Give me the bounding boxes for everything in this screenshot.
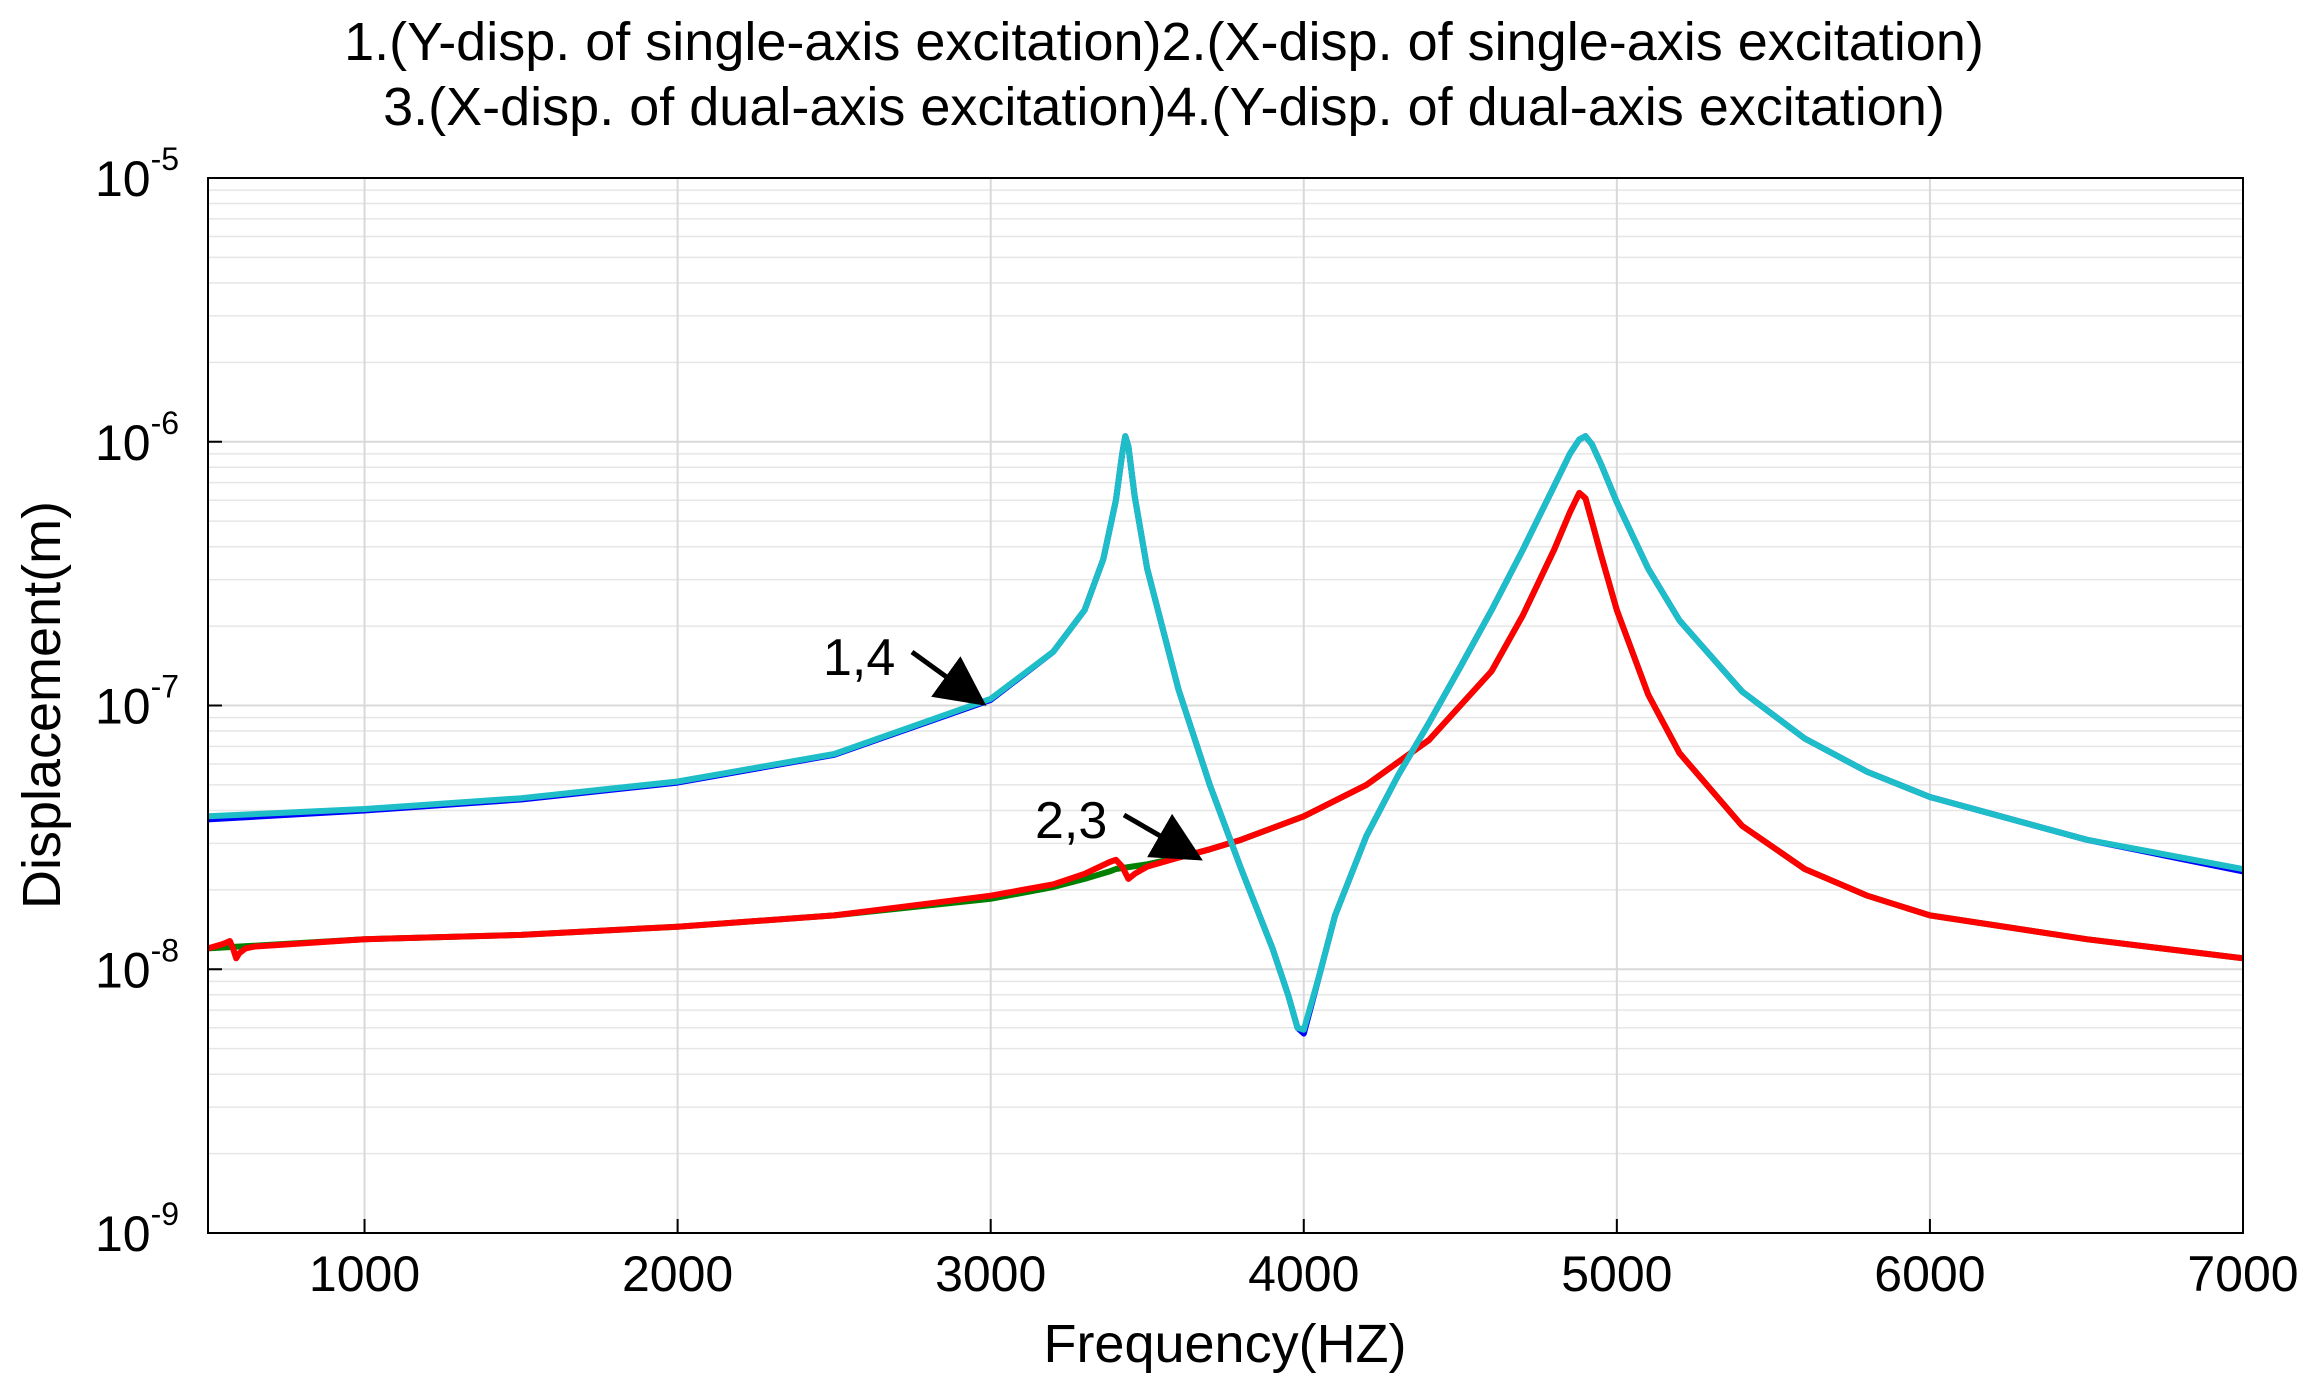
y-tick-label: 10-7 <box>95 669 179 735</box>
annotation-arrow-1-4 <box>910 649 987 706</box>
chart-title-line-2: 3.(X-disp. of dual-axis excitation)4.(Y-… <box>383 77 1945 137</box>
chart-title-line-1: 1.(Y-disp. of single-axis excitation)2.(… <box>344 12 1984 72</box>
annotation-arrow-2-3 <box>1122 812 1203 861</box>
y-axis-ticks: 10-5 10-6 10-7 10-8 10-9 <box>95 141 222 1262</box>
x-tick-label: 6000 <box>1874 1246 1985 1302</box>
x-axis-label: Frequency(HZ) <box>1043 1314 1406 1374</box>
annotation-2-3: 2,3 <box>1035 792 1203 861</box>
x-tick-label: 3000 <box>935 1246 1046 1302</box>
y-tick-label: 10-5 <box>95 141 179 207</box>
y-tick-label: 10-8 <box>95 932 179 998</box>
series-line-4 <box>208 433 2243 1033</box>
y-tick-label: 10-9 <box>95 1196 179 1262</box>
annotation-1-4: 1,4 <box>823 629 987 706</box>
x-axis-ticks: 1000 2000 3000 4000 5000 6000 7000 <box>309 1219 2299 1302</box>
x-tick-label: 5000 <box>1561 1246 1672 1302</box>
x-tick-label: 2000 <box>622 1246 733 1302</box>
x-tick-label: 4000 <box>1248 1246 1359 1302</box>
y-axis-label: Displacement(m) <box>12 501 72 909</box>
x-tick-label: 1000 <box>309 1246 420 1302</box>
y-tick-label: 10-6 <box>95 405 179 471</box>
annotation-label-2-3: 2,3 <box>1035 792 1107 850</box>
minor-grid <box>208 189 2243 1155</box>
annotation-label-1-4: 1,4 <box>823 629 895 687</box>
x-tick-label: 7000 <box>2187 1246 2298 1302</box>
